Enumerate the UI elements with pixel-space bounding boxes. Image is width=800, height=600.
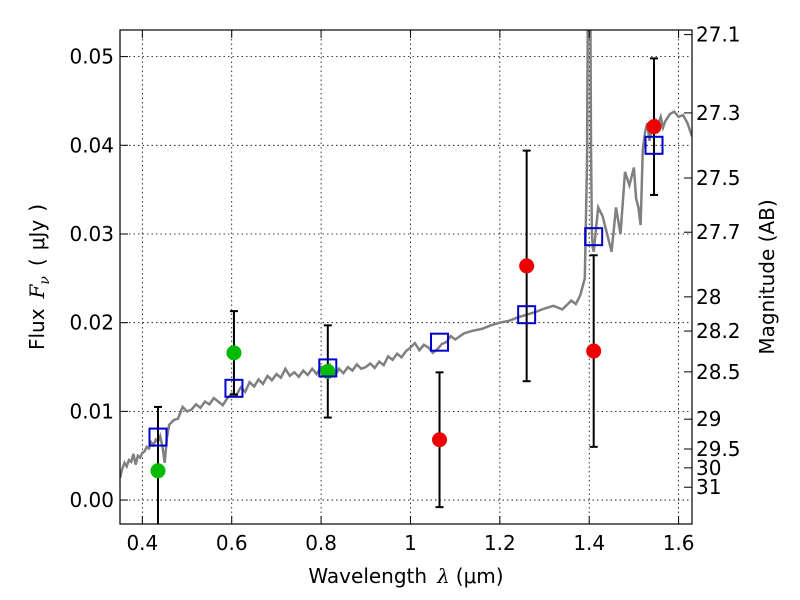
x-tick-label: 1 [404,531,417,555]
y-axis-title-open: ( [25,258,49,266]
red-data-point [432,432,448,448]
x-tick-label: 0.8 [305,531,337,555]
y2-tick-label: 27.1 [696,23,741,47]
model-photometry-square [430,332,450,352]
y2-tick-label: 28 [696,285,721,309]
y2-tick-label: 27.3 [696,101,741,125]
y2-tick-label: 31 [696,475,721,499]
y2-tick-label: 30 [696,456,721,480]
green-data-point [226,345,242,361]
y-axis-title-subscript: ν [37,276,53,285]
y-tick-label: 0.02 [69,311,114,335]
x-axis-title: Wavelength λ (μm) [308,564,503,588]
y-axis-title-prefix: Flux [25,308,49,350]
red-data-point [586,343,602,359]
y-tick-label: 0.00 [69,488,114,512]
y-axis-title-close: ) [25,204,49,212]
y2-tick-label: 29.5 [696,437,741,461]
model-photometry-square [224,378,244,398]
model-photometry-square [517,305,537,325]
y-tick-label: 0.03 [69,222,114,246]
y2-tick-label: 28.5 [696,360,741,384]
y2-tick-label: 27.7 [696,220,741,244]
y-axis-ticks: 0.00 0.01 0.02 0.03 0.04 0.05 [69,45,128,512]
y-axis-title: Flux Fν ( μJy) [25,204,53,350]
model-photometry-square [318,358,338,378]
y2-tick-label: 29 [696,407,721,431]
y-tick-label: 0.05 [69,45,114,69]
x-tick-label: 1.2 [484,531,516,555]
y-tick-label: 0.04 [69,133,114,157]
data-points [148,119,664,479]
green-data-point [150,463,166,479]
x-axis-title-prefix: Wavelength [308,564,427,588]
x-axis-title-unit: (μm) [456,564,504,588]
x-tick-label: 1.6 [663,531,695,555]
plot-frame [119,29,693,525]
red-data-point [646,119,662,135]
x-axis-title-symbol: λ [436,564,450,588]
y2-tick-label: 27.5 [696,166,741,190]
y-axis-title-unit: μJy [25,220,49,251]
y2-tick-label: 28.2 [696,319,741,343]
y-tick-label: 0.01 [69,399,114,423]
model-photometry-square [644,135,664,155]
model-photometry-square [584,227,604,247]
model-photometry-square [148,427,168,447]
x-tick-label: 1.4 [573,531,605,555]
grid-lines [120,30,692,524]
y2-axis-title: Magnitude (AB) [755,199,779,354]
x-axis-ticks: 0.4 0.6 0.8 1 1.2 1.4 1.6 [126,30,695,555]
x-tick-label: 0.4 [126,531,158,555]
green-data-point [320,363,336,379]
plot-area [120,30,692,524]
x-tick-label: 0.6 [216,531,248,555]
red-data-point [519,258,535,274]
y-axis-title-symbol: F [25,283,49,299]
model-spectrum-line [120,30,692,479]
